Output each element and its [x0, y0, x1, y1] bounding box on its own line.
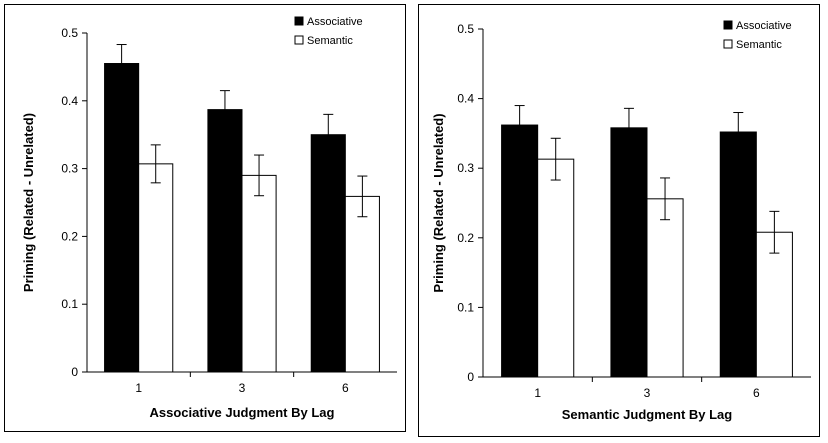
- legend-swatch-semantic: [723, 39, 733, 49]
- bar-semantic-lag-1: [138, 163, 174, 373]
- bar-associative-lag-1: [104, 63, 140, 373]
- x-tick-label: 1: [135, 381, 142, 395]
- legend-swatch-semantic: [294, 35, 304, 45]
- bar-associative-lag-1: [501, 124, 539, 378]
- legend-label-associative: Associative: [736, 20, 792, 32]
- legend-label-associative: Associative: [307, 16, 363, 28]
- x-axis-title: Associative Judgment By Lag: [150, 405, 335, 420]
- chart-panel-associative: 0 0.1 0.2 0.3 0.4 0.5 1 3 6 Associative Judgment …: [4, 4, 406, 432]
- y-axis-title: Priming (Related - Unrelated): [21, 113, 36, 292]
- bar-associative-lag-3: [207, 109, 243, 373]
- y-axis-title: Priming (Related - Unrelated): [431, 113, 446, 292]
- x-tick-label: 6: [753, 386, 760, 400]
- x-tick-label: 1: [534, 386, 541, 400]
- chart-panel-semantic: 0 0.1 0.2 0.3 0.4 0.5 1 3 6 Semantic Judgment By …: [418, 4, 820, 437]
- bar-associative-lag-6: [310, 134, 346, 373]
- bar-semantic-lag-6: [755, 231, 793, 378]
- y-tick-label: 0.4: [61, 94, 78, 108]
- bar-semantic-lag-6: [344, 195, 380, 373]
- y-tick-label: 0: [71, 365, 78, 379]
- y-tick-label: 0.3: [457, 161, 474, 175]
- bar-semantic-lag-3: [646, 198, 684, 378]
- legend-label-semantic: Semantic: [307, 35, 353, 47]
- y-tick-label: 0.5: [457, 22, 474, 36]
- bar-semantic-lag-3: [241, 174, 277, 373]
- legend-label-semantic: Semantic: [736, 39, 782, 51]
- y-tick-label: 0: [467, 370, 474, 384]
- y-tick-label: 0.4: [457, 92, 474, 106]
- y-tick-label: 0.5: [61, 26, 78, 40]
- y-tick-label: 0.1: [61, 297, 78, 311]
- chart-semantic-judgment: 0 0.1 0.2 0.3 0.4 0.5 1 3 6 Semantic Judgment By …: [431, 20, 811, 422]
- x-tick-label: 3: [239, 381, 246, 395]
- bar-semantic-lag-1: [537, 158, 575, 378]
- y-tick-label: 0.3: [61, 162, 78, 176]
- chart-associative-judgment: 0 0.1 0.2 0.3 0.4 0.5 1 3 6 Associative Judgment …: [21, 16, 397, 420]
- legend-swatch-associative: [723, 20, 733, 30]
- y-tick-label: 0.2: [457, 231, 474, 245]
- y-tick-label: 0.2: [61, 229, 78, 243]
- y-tick-label: 0.1: [457, 300, 474, 314]
- bar-associative-lag-6: [719, 131, 757, 378]
- x-axis-title: Semantic Judgment By Lag: [562, 407, 733, 422]
- bar-associative-lag-3: [610, 127, 648, 378]
- x-tick-label: 6: [342, 381, 349, 395]
- x-tick-label: 3: [644, 386, 651, 400]
- legend-swatch-associative: [294, 16, 304, 26]
